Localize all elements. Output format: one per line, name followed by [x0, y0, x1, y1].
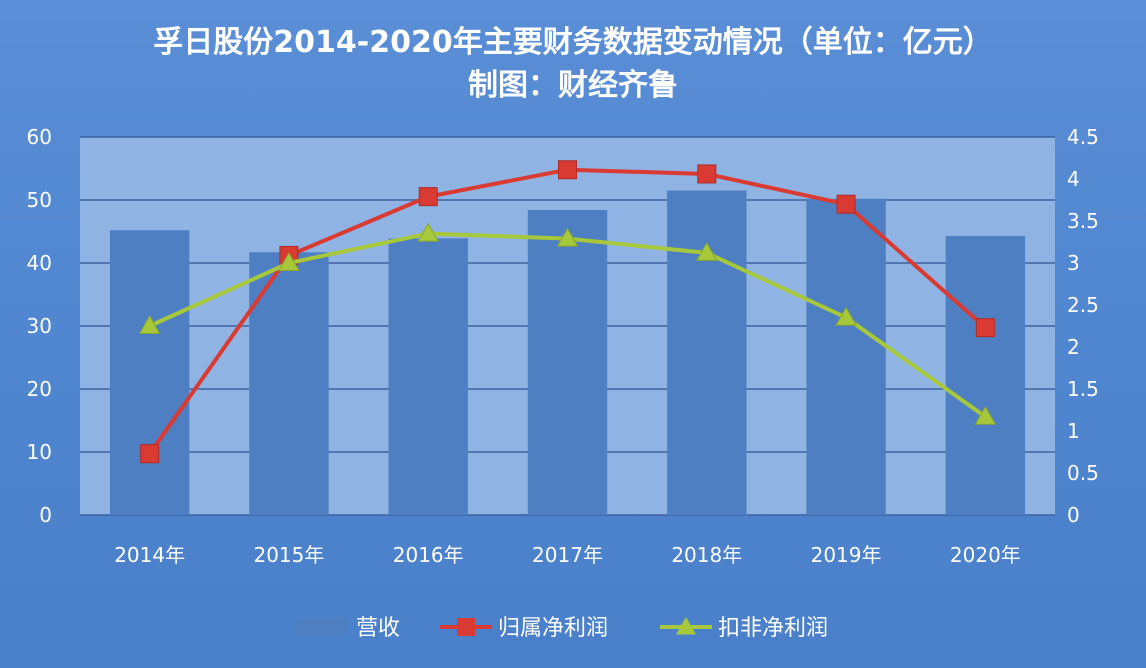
- point-net-profit-5: [836, 194, 856, 214]
- x-tick-label: 2017年: [532, 543, 603, 567]
- left-tick-label: 20: [27, 377, 52, 401]
- point-net-profit-2: [418, 187, 438, 207]
- point-deducted-profit-1: [278, 251, 300, 271]
- right-tick-label: 3.5: [1067, 209, 1099, 233]
- left-tick-label: 30: [27, 314, 52, 338]
- right-axis-ticks: 0 0.5 1 1.5 2 2.5 3 3.5 4 4.5: [1067, 125, 1099, 527]
- right-tick-label: 3: [1067, 251, 1080, 275]
- bar-revenue-6: [945, 235, 1026, 515]
- right-tick-label: 4: [1067, 167, 1080, 191]
- point-deducted-profit-3: [556, 227, 579, 247]
- point-deducted-profit-5: [835, 306, 857, 326]
- bar-revenue-3: [527, 210, 608, 515]
- left-axis-ticks: 0 10 20 30 40 50 60: [27, 125, 52, 527]
- x-axis-ticks: 2014年 2015年 2016年 2017年 2018年 2019年 2020年: [114, 543, 1021, 567]
- legend-swatch-revenue: [296, 618, 348, 636]
- legend-label-deducted-profit: 扣非净利润: [718, 616, 828, 641]
- left-tick-label: 50: [27, 188, 52, 212]
- point-deducted-profit-4: [695, 241, 718, 261]
- point-deducted-profit-6: [974, 405, 997, 425]
- bar-revenue-5: [806, 198, 886, 516]
- chart-title: 孚日股份2014-2020年主要财务数据变动情况（单位：亿元）: [153, 25, 992, 60]
- legend: 营收 归属净利润 扣非净利润: [296, 616, 828, 641]
- right-tick-label: 0.5: [1067, 461, 1099, 485]
- x-tick-label: 2019年: [811, 543, 882, 567]
- left-tick-label: 0: [39, 503, 52, 527]
- legend-label-net-profit: 归属净利润: [498, 616, 608, 641]
- point-deducted-profit-0: [138, 314, 161, 334]
- x-tick-label: 2020年: [950, 543, 1021, 567]
- x-tick-label: 2018年: [671, 543, 742, 567]
- bar-revenue-2: [388, 238, 468, 515]
- legend-marker-deducted-profit: [676, 617, 696, 635]
- left-tick-label: 40: [27, 251, 52, 275]
- profit-lines: [138, 160, 997, 464]
- x-tick-label: 2015年: [253, 543, 324, 567]
- point-net-profit-3: [558, 160, 577, 180]
- point-deducted-profit-2: [417, 222, 440, 242]
- revenue-bars: [109, 190, 1026, 516]
- right-tick-label: 2: [1067, 335, 1080, 359]
- right-tick-label: 1.5: [1067, 377, 1099, 401]
- chart-subtitle: 制图：财经齐鲁: [468, 68, 678, 103]
- x-tick-label: 2014年: [114, 543, 185, 567]
- right-tick-label: 1: [1067, 419, 1080, 443]
- right-tick-label: 2.5: [1067, 293, 1099, 317]
- left-tick-label: 10: [27, 440, 52, 464]
- left-tick-label: 60: [27, 125, 52, 149]
- point-net-profit-0: [140, 444, 160, 464]
- right-tick-label: 4.5: [1067, 125, 1099, 149]
- x-tick-label: 2016年: [393, 543, 464, 567]
- point-net-profit-4: [697, 164, 717, 184]
- point-net-profit-6: [975, 318, 995, 338]
- legend-label-revenue: 营收: [356, 616, 400, 641]
- bar-revenue-4: [667, 190, 747, 516]
- legend-marker-net-profit: [457, 618, 475, 636]
- right-tick-label: 0: [1067, 503, 1080, 527]
- bar-revenue-0: [109, 230, 190, 516]
